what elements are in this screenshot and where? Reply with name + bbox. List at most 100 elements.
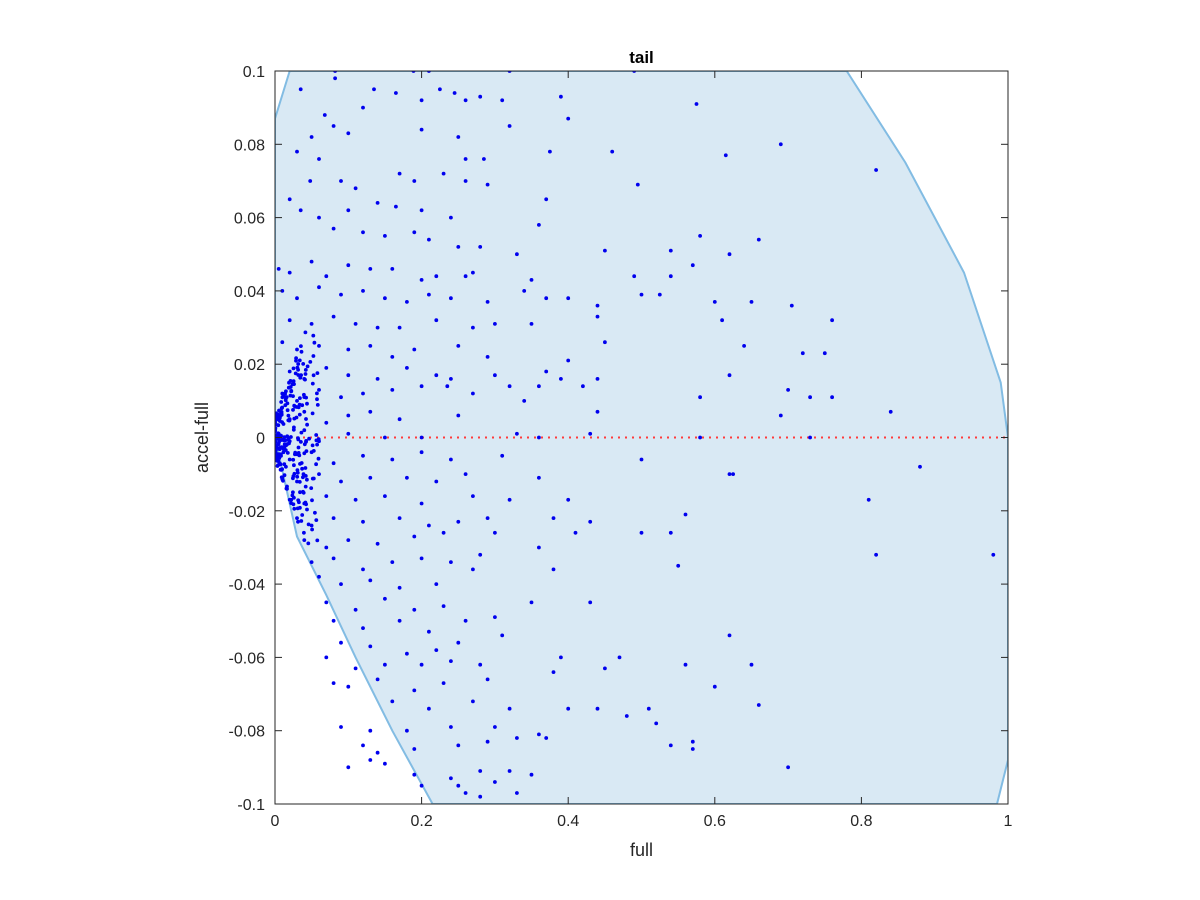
scatter-point xyxy=(279,412,284,416)
scatter-point xyxy=(298,87,303,92)
scatter-point xyxy=(304,417,308,421)
scatter-point xyxy=(300,513,305,517)
scatter-point xyxy=(285,487,289,491)
scatter-point xyxy=(500,453,505,458)
scatter-point xyxy=(282,438,286,443)
scatter-point xyxy=(296,498,301,503)
scatter-point xyxy=(305,422,309,427)
scatter-point xyxy=(383,596,387,601)
scatter-point xyxy=(449,776,453,781)
scatter-point xyxy=(293,450,298,455)
scatter-point xyxy=(375,325,380,330)
scatter-point xyxy=(285,442,289,447)
scatter-point xyxy=(438,87,442,92)
scatter-point xyxy=(361,519,365,524)
scatter-point xyxy=(427,292,431,297)
scatter-point xyxy=(493,780,497,784)
scatter-point xyxy=(507,384,512,389)
scatter-point xyxy=(299,344,303,348)
scatter-point xyxy=(419,501,424,506)
scatter-point xyxy=(383,296,387,301)
scatter-point xyxy=(280,395,285,400)
scatter-point xyxy=(361,105,365,110)
scatter-point xyxy=(449,215,453,220)
scatter-point xyxy=(280,477,285,482)
scatter-point xyxy=(595,409,600,414)
scatter-point xyxy=(368,728,373,733)
scatter-point xyxy=(441,171,446,176)
scatter-point xyxy=(800,351,805,356)
scatter-point xyxy=(281,422,286,426)
scatter-point xyxy=(308,179,313,183)
scatter-point xyxy=(305,507,309,512)
x-tick-label: 0.6 xyxy=(704,813,726,830)
scatter-point xyxy=(346,684,351,689)
scatter-point xyxy=(316,456,321,461)
scatter-point xyxy=(537,223,541,227)
scatter-point xyxy=(690,747,695,751)
scatter-point xyxy=(281,450,286,455)
x-tick-label: 1 xyxy=(1004,813,1013,830)
scatter-point xyxy=(595,314,600,319)
scatter-point xyxy=(493,322,497,326)
scatter-point xyxy=(559,655,563,660)
scatter-point xyxy=(331,618,336,623)
feasible-region xyxy=(275,71,1008,804)
scatter-point xyxy=(311,354,316,358)
scatter-point xyxy=(529,600,534,605)
scatter-point xyxy=(298,462,302,466)
scatter-point xyxy=(299,430,304,435)
scatter-point xyxy=(300,466,304,471)
scatter-point xyxy=(315,397,319,402)
scatter-point xyxy=(449,377,453,381)
scatter-point xyxy=(289,497,294,502)
scatter-point xyxy=(639,457,644,462)
scatter-point xyxy=(368,267,373,271)
scatter-point xyxy=(463,791,468,795)
scatter-point xyxy=(361,743,365,748)
scatter-point xyxy=(310,443,315,448)
scatter-point xyxy=(419,98,424,103)
scatter-point xyxy=(548,149,552,154)
scatter-point xyxy=(624,714,629,718)
scatter-point xyxy=(293,371,298,376)
scatter-point xyxy=(292,506,297,511)
scatter-point xyxy=(742,344,746,348)
scatter-point xyxy=(478,769,483,773)
scatter-point xyxy=(317,574,321,579)
scatter-point xyxy=(478,662,483,667)
scatter-point xyxy=(315,371,320,375)
scatter-point xyxy=(397,618,402,623)
scatter-point xyxy=(778,142,783,147)
scatter-point xyxy=(324,494,329,498)
scatter-point xyxy=(720,318,724,323)
x-tick-label: 0.8 xyxy=(850,813,872,830)
scatter-point xyxy=(654,721,659,726)
scatter-point xyxy=(866,497,871,502)
scatter-point xyxy=(291,476,295,481)
scatter-point xyxy=(279,433,283,438)
scatter-point xyxy=(471,567,475,572)
scatter-point xyxy=(317,285,321,290)
scatter-point xyxy=(412,772,417,777)
scatter-point xyxy=(353,322,358,326)
scatter-point xyxy=(361,567,365,572)
scatter-point xyxy=(313,510,317,515)
scatter-point xyxy=(314,438,319,443)
scatter-point xyxy=(537,435,541,440)
scatter-point xyxy=(463,472,468,476)
scatter-point xyxy=(312,340,317,345)
scatter-point xyxy=(324,274,329,279)
x-tick-label: 0 xyxy=(271,813,280,830)
scatter-point xyxy=(339,725,343,729)
scatter-point xyxy=(478,794,483,799)
scatter-point xyxy=(302,442,307,447)
scatter-point xyxy=(412,230,417,235)
scatter-point xyxy=(303,368,308,372)
scatter-point xyxy=(275,422,278,427)
scatter-point xyxy=(368,344,373,348)
scatter-point xyxy=(314,462,318,467)
scatter-point xyxy=(346,131,351,136)
scatter-point xyxy=(441,604,446,608)
scatter-point xyxy=(309,560,314,564)
